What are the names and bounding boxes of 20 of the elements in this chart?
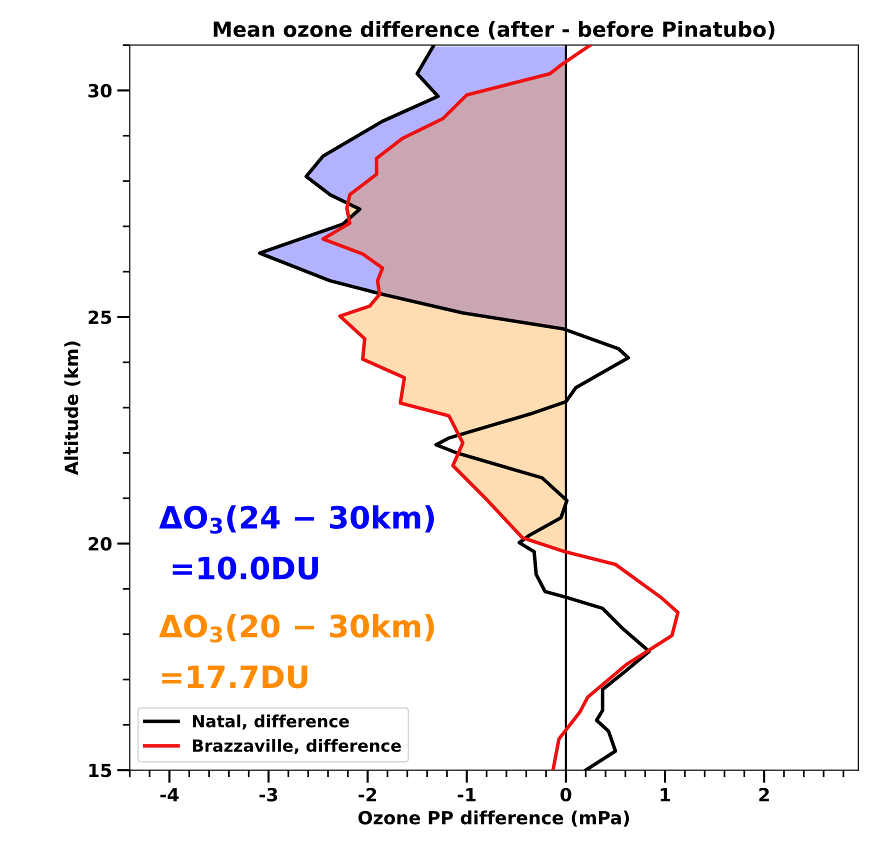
- x-axis-title: Ozone PP difference (mPa): [358, 810, 629, 827]
- x-tick-label: -1: [458, 788, 476, 802]
- annotation: ΔO$_{3}$(20 − 30km): [159, 614, 434, 643]
- y-axis-title: Altitude (km): [64, 342, 80, 476]
- y-tick-label: 15: [89, 764, 112, 778]
- x-tick-label: 0: [560, 788, 572, 802]
- x-tick-label: -2: [358, 788, 376, 802]
- y-tick-label: 25: [88, 310, 112, 324]
- x-tick-label: 1: [660, 788, 670, 802]
- x-tick-label: 2: [759, 788, 769, 802]
- y-tick-label: 30: [88, 84, 112, 98]
- legend-label: Brazzaville, difference: [192, 739, 401, 754]
- x-tick-label: -4: [160, 788, 179, 802]
- annotation: ΔO$_{3}$(24 − 30km): [159, 505, 434, 534]
- y-tick-label: 20: [88, 537, 112, 551]
- annotation: =17.7DU: [162, 666, 308, 688]
- x-tick-label: -3: [259, 788, 278, 802]
- legend-label: Natal, difference: [192, 714, 349, 730]
- annotation: =10.0DU: [172, 556, 318, 580]
- chart-title: Mean ozone difference (after - before Pinatubo): [214, 20, 774, 40]
